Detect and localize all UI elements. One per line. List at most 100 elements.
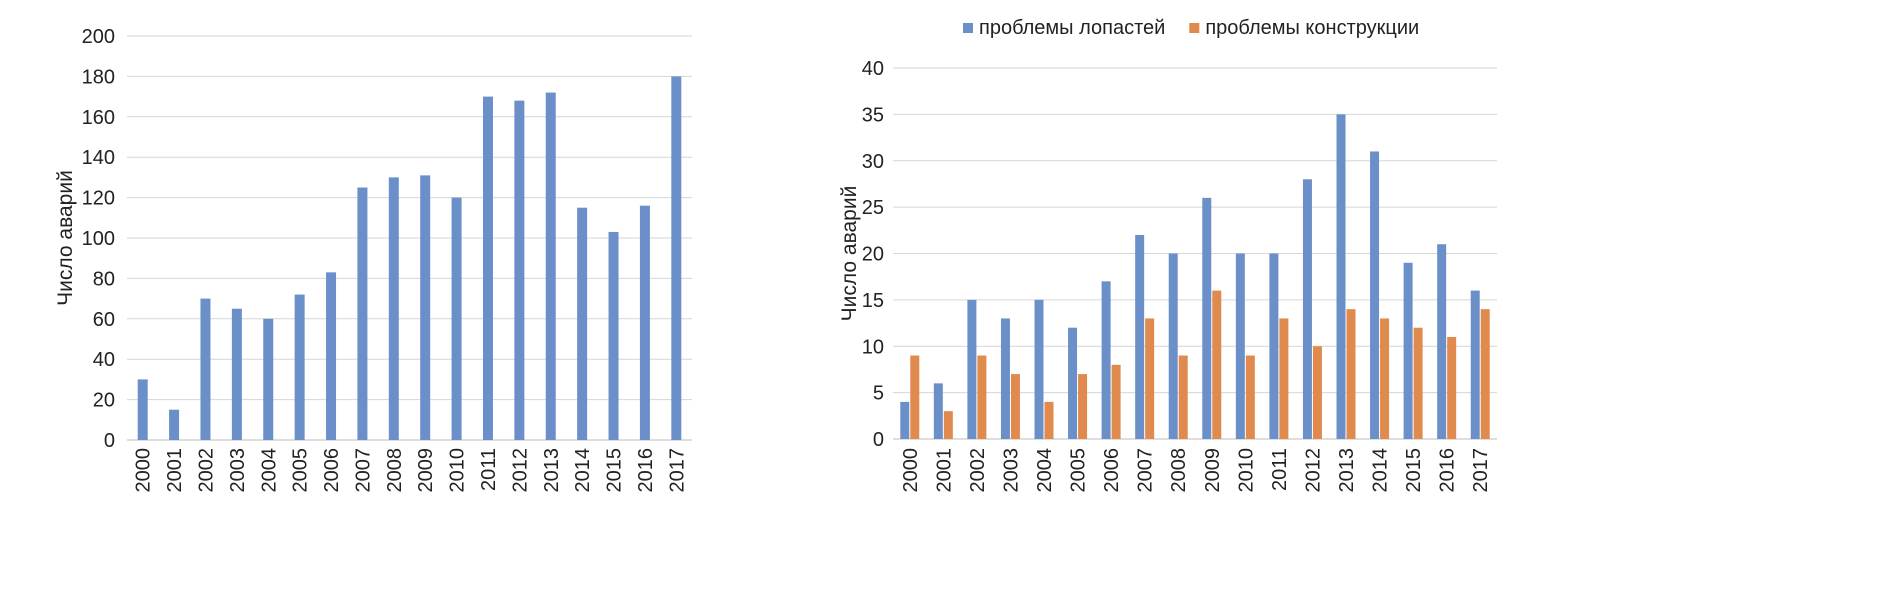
bar-2007-series-1 (1145, 318, 1155, 439)
y-tick-label: 140 (82, 147, 115, 169)
bar-2012-series-0 (1302, 179, 1312, 440)
bar-2010-series-1 (1245, 355, 1255, 439)
x-tick-label: 2013 (541, 448, 563, 493)
bar-2004 (263, 318, 274, 440)
bar-2016 (639, 205, 650, 440)
x-tick-label: 2015 (604, 448, 626, 493)
bar-2005-series-1 (1078, 374, 1088, 439)
y-tick-label: 30 (862, 151, 884, 173)
x-tick-label: 2002 (967, 448, 989, 493)
bar-2012-series-1 (1312, 346, 1322, 439)
x-tick-label: 2014 (1370, 448, 1392, 493)
x-tick-label: 2014 (572, 448, 594, 493)
x-tick-label: 2011 (478, 448, 500, 491)
x-tick-label: 2006 (321, 448, 343, 493)
x-tick-label: 2007 (352, 448, 374, 493)
x-tick-label: 2005 (1068, 448, 1090, 493)
chart-accidents-total: 0 20 40 60 80 100 120 140 160 180 200 Число аварий 2… (54, 26, 692, 493)
bar-2008-series-1 (1178, 355, 1188, 439)
bar-2015-series-1 (1413, 327, 1423, 439)
bar-2008-series-0 (1168, 253, 1178, 439)
y-tick-label: 60 (93, 309, 115, 331)
bar-2013-series-0 (1336, 114, 1346, 439)
bar-2011-series-1 (1279, 318, 1289, 439)
bar-2009 (420, 175, 431, 440)
bar-2017 (671, 76, 682, 441)
x-tick-label: 2012 (1302, 448, 1324, 493)
y-tick-label: 20 (93, 390, 115, 412)
y-tick-label: 40 (93, 349, 115, 371)
legend: проблемы лопастей проблемы конструкции (963, 17, 1419, 39)
x-tick-label: 2004 (1034, 448, 1056, 493)
bar-2013 (545, 92, 556, 440)
x-tick-label: 2001 (933, 448, 955, 493)
y-tick-label: 35 (862, 104, 884, 126)
x-tick-label: 2011 (1269, 448, 1291, 491)
y-tick-label: 200 (82, 26, 115, 48)
chart-accidents-by-cause: 0 5 10 15 20 25 30 35 40 Число аварий 2000 2001 2002… (838, 17, 1497, 493)
bar-2005-series-0 (1068, 327, 1078, 439)
y-tick-label: 5 (873, 383, 884, 405)
x-tick-label: 2001 (164, 448, 186, 493)
bar-2003-series-0 (1000, 318, 1010, 439)
legend-label: проблемы лопастей (979, 17, 1165, 39)
bar-2008 (388, 177, 399, 440)
y-tick-label: 120 (82, 188, 115, 210)
x-tick-label: 2015 (1403, 448, 1425, 493)
x-tick-label: 2017 (1470, 448, 1492, 493)
x-tick-label: 2000 (900, 448, 922, 493)
y-tick-label: 80 (93, 268, 115, 290)
bar-2000 (137, 379, 148, 440)
bar-2007-series-0 (1135, 234, 1145, 439)
bar-2013-series-1 (1346, 309, 1356, 439)
bar-2012 (514, 100, 525, 440)
bar-2006-series-1 (1111, 364, 1121, 439)
x-tick-label: 2013 (1336, 448, 1358, 493)
y-tick-label: 15 (862, 290, 884, 312)
bar-2009-series-1 (1212, 290, 1222, 439)
bar-2014-series-1 (1380, 318, 1390, 439)
x-tick-label: 2010 (1235, 448, 1257, 493)
y-tick-label: 20 (862, 244, 884, 266)
y-axis-label: Число аварий (838, 186, 861, 322)
legend-label: проблемы конструкции (1205, 17, 1419, 39)
bar-2017-series-1 (1480, 309, 1490, 439)
x-tick-label: 2010 (447, 448, 469, 493)
y-tick-label: 0 (873, 429, 884, 451)
bar-2002-series-1 (977, 355, 987, 439)
x-tick-label: 2017 (666, 448, 688, 493)
bar-2003 (231, 308, 242, 440)
y-tick-label: 10 (862, 336, 884, 358)
bar-2006-series-0 (1101, 281, 1111, 439)
x-tick-label: 2012 (509, 448, 531, 493)
x-tick-label: 2008 (1168, 448, 1190, 493)
y-tick-label: 180 (82, 66, 115, 88)
bar-2010 (451, 197, 462, 440)
x-tick-label: 2009 (1202, 448, 1224, 493)
bar-2002-series-0 (967, 299, 977, 439)
x-tick-label: 2005 (290, 448, 312, 493)
bar-2001-series-1 (943, 411, 953, 439)
bar-2009-series-0 (1202, 197, 1212, 439)
y-tick-label: 0 (104, 430, 115, 452)
x-tick-label: 2006 (1101, 448, 1123, 493)
bar-2005 (294, 294, 305, 440)
bar-2015-series-0 (1403, 262, 1413, 439)
x-tick-label: 2003 (227, 448, 249, 493)
bar-2014 (577, 207, 588, 440)
bar-2014-series-0 (1370, 151, 1380, 439)
x-tick-label: 2016 (1437, 448, 1459, 493)
bar-2015 (608, 231, 619, 440)
bar-2003-series-1 (1010, 374, 1020, 439)
bar-2011 (482, 96, 493, 440)
bar-2000-series-1 (910, 355, 920, 439)
x-tick-label: 2004 (258, 448, 280, 493)
y-tick-label: 160 (82, 107, 115, 129)
bar-2001 (169, 409, 180, 440)
bar-2016-series-0 (1437, 244, 1447, 439)
bar-2016-series-1 (1447, 336, 1457, 439)
x-tick-label: 2000 (133, 448, 155, 493)
bar-2004-series-1 (1044, 401, 1054, 439)
bar-2004-series-0 (1034, 299, 1044, 439)
